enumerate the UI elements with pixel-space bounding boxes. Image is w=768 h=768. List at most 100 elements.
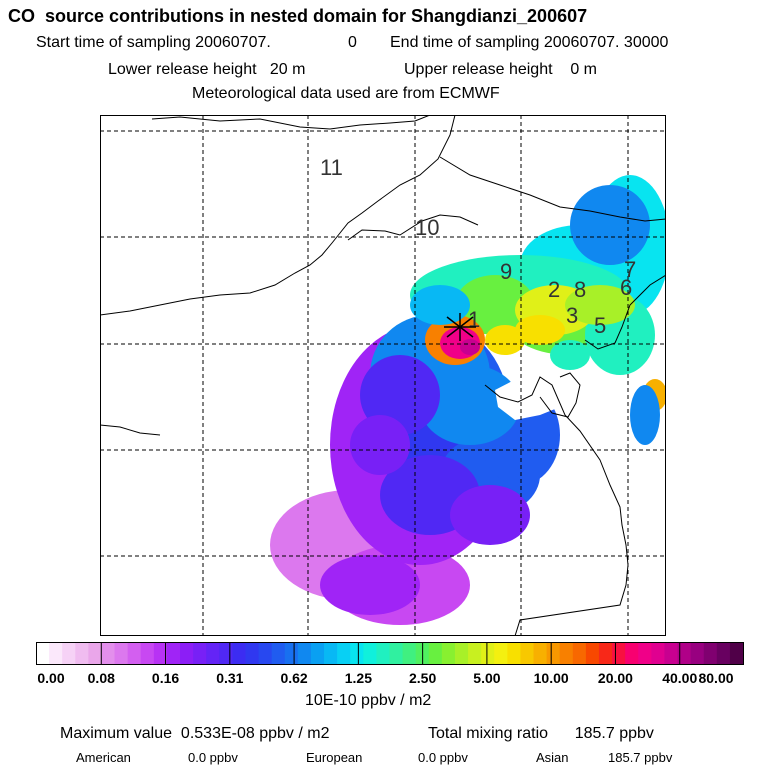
contour-label: 10 [415, 215, 439, 240]
colorbar-cell [428, 642, 443, 665]
colorbar-cell [572, 642, 587, 665]
end-sampling-label: End time of sampling 20060707. 30000 [390, 34, 669, 51]
contour-label: 5 [594, 313, 606, 338]
colorbar-cell [310, 642, 325, 665]
colorbar-cell [127, 642, 142, 665]
coastlines-borders [100, 115, 666, 636]
colorbar-cell [585, 642, 600, 665]
colorbar-cell [75, 642, 89, 665]
colorbar-cell [166, 642, 181, 665]
american-label: American [76, 750, 131, 765]
concentration-patch [450, 485, 530, 545]
contour-label: 9 [500, 259, 512, 284]
colorbar-tick-label: 1.25 [344, 670, 372, 686]
colorbar-cell [101, 642, 116, 665]
colorbar-cell [703, 642, 718, 665]
colorbar-cell [324, 642, 338, 665]
concentration-patch [350, 415, 410, 475]
start-sampling-value: 0 [348, 34, 357, 51]
colorbar-cell [533, 642, 548, 665]
concentration-patch [550, 340, 590, 370]
concentration-patch [320, 555, 420, 615]
page-title: CO source contributions in nested domain… [8, 6, 588, 26]
met-data-label: Meteorological data used are from ECMWF [192, 85, 500, 102]
colorbar-tick-label: 2.50 [409, 670, 437, 686]
colorbar-tick-label: 5.00 [473, 670, 501, 686]
colorbar-tick-label: 40.00 [662, 670, 698, 686]
source-marker [444, 313, 476, 341]
colorbar-cell [468, 642, 482, 665]
start-sampling-label: Start time of sampling 20060707. [36, 34, 271, 51]
colorbar-cell [140, 642, 155, 665]
colorbar-cell [350, 642, 364, 665]
concentration-patch [420, 365, 520, 445]
colorbar-cell [494, 642, 508, 665]
colorbar-cell [454, 642, 469, 665]
contour-label: 11 [320, 155, 343, 180]
contour-labels: 11 10 9 2 8 7 6 1 3 5 [320, 155, 636, 338]
colorbar-cell [232, 642, 247, 665]
map-grid [100, 115, 666, 636]
colorbar-cell [219, 642, 233, 665]
colorbar-cell [402, 642, 417, 665]
colorbar-tick-label: 0.00 [37, 670, 65, 686]
concentration-patch [565, 285, 635, 325]
colorbar-tick-label: 0.16 [151, 670, 180, 686]
concentration-patch [630, 385, 660, 445]
contour-label: 3 [566, 303, 578, 328]
colorbar-cell [638, 642, 652, 665]
colorbar-tick-label: 10.00 [533, 670, 569, 686]
american-value: 0.0 ppbv [188, 750, 238, 765]
colorbar-cell [559, 642, 574, 665]
contribution-map: 11 10 9 2 8 7 6 1 3 5 [100, 115, 666, 636]
colorbar-cell [481, 642, 495, 665]
colorbar-cell [625, 642, 639, 665]
concentration-patch [485, 325, 525, 355]
colorbar-cell [271, 642, 286, 665]
colorbar-cell [598, 642, 613, 665]
colorbar-cell [546, 642, 561, 665]
colorbar-cell [36, 642, 50, 665]
colorbar-cell [206, 642, 220, 665]
european-label: European [306, 750, 363, 765]
concentration-field [270, 175, 666, 625]
colorbar-tick-label: 20.00 [597, 670, 633, 686]
colorbar-cell [153, 642, 168, 665]
colorbar-cell [664, 642, 679, 665]
colorbar-cell [62, 642, 76, 665]
colorbar-cell [245, 642, 260, 665]
colorbar-cell [690, 642, 705, 665]
colorbar-cell [520, 642, 535, 665]
contour-label: 1 [468, 307, 480, 332]
colorbar-units: 10E-10 ppbv / m2 [305, 692, 432, 709]
colorbar-cell [337, 642, 351, 665]
colorbar-cell [729, 642, 744, 665]
concentration-patch [455, 275, 535, 335]
colorbar-cell [507, 642, 522, 665]
colorbar-cell [88, 642, 103, 665]
colorbar-cell [389, 642, 404, 665]
asian-value: 185.7 ppbv [608, 750, 673, 765]
colorbar-cell [258, 642, 273, 665]
colorbar-cell [612, 642, 626, 665]
concentration-patch [460, 339, 480, 355]
asian-label: Asian [536, 750, 569, 765]
colorbar-cell [376, 642, 391, 665]
colorbar-cell [716, 642, 731, 665]
colorbar-tick-label: 0.62 [280, 670, 308, 686]
colorbar [36, 642, 744, 665]
european-value: 0.0 ppbv [418, 750, 468, 765]
colorbar-cell [49, 642, 63, 665]
contour-label: 7 [624, 257, 636, 282]
lower-release-label: Lower release height 20 m [108, 61, 306, 78]
concentration-patch [570, 185, 650, 265]
concentration-patch [410, 285, 470, 325]
contour-label: 6 [620, 275, 632, 300]
colorbar-cell [363, 642, 377, 665]
colorbar-tick-label: 0.08 [87, 670, 115, 686]
max-value-label: Maximum value 0.533E-08 ppbv / m2 [60, 725, 330, 742]
contour-label: 2 [548, 277, 560, 302]
colorbar-cell [677, 642, 692, 665]
colorbar-cell [180, 642, 194, 665]
colorbar-cell [193, 642, 207, 665]
